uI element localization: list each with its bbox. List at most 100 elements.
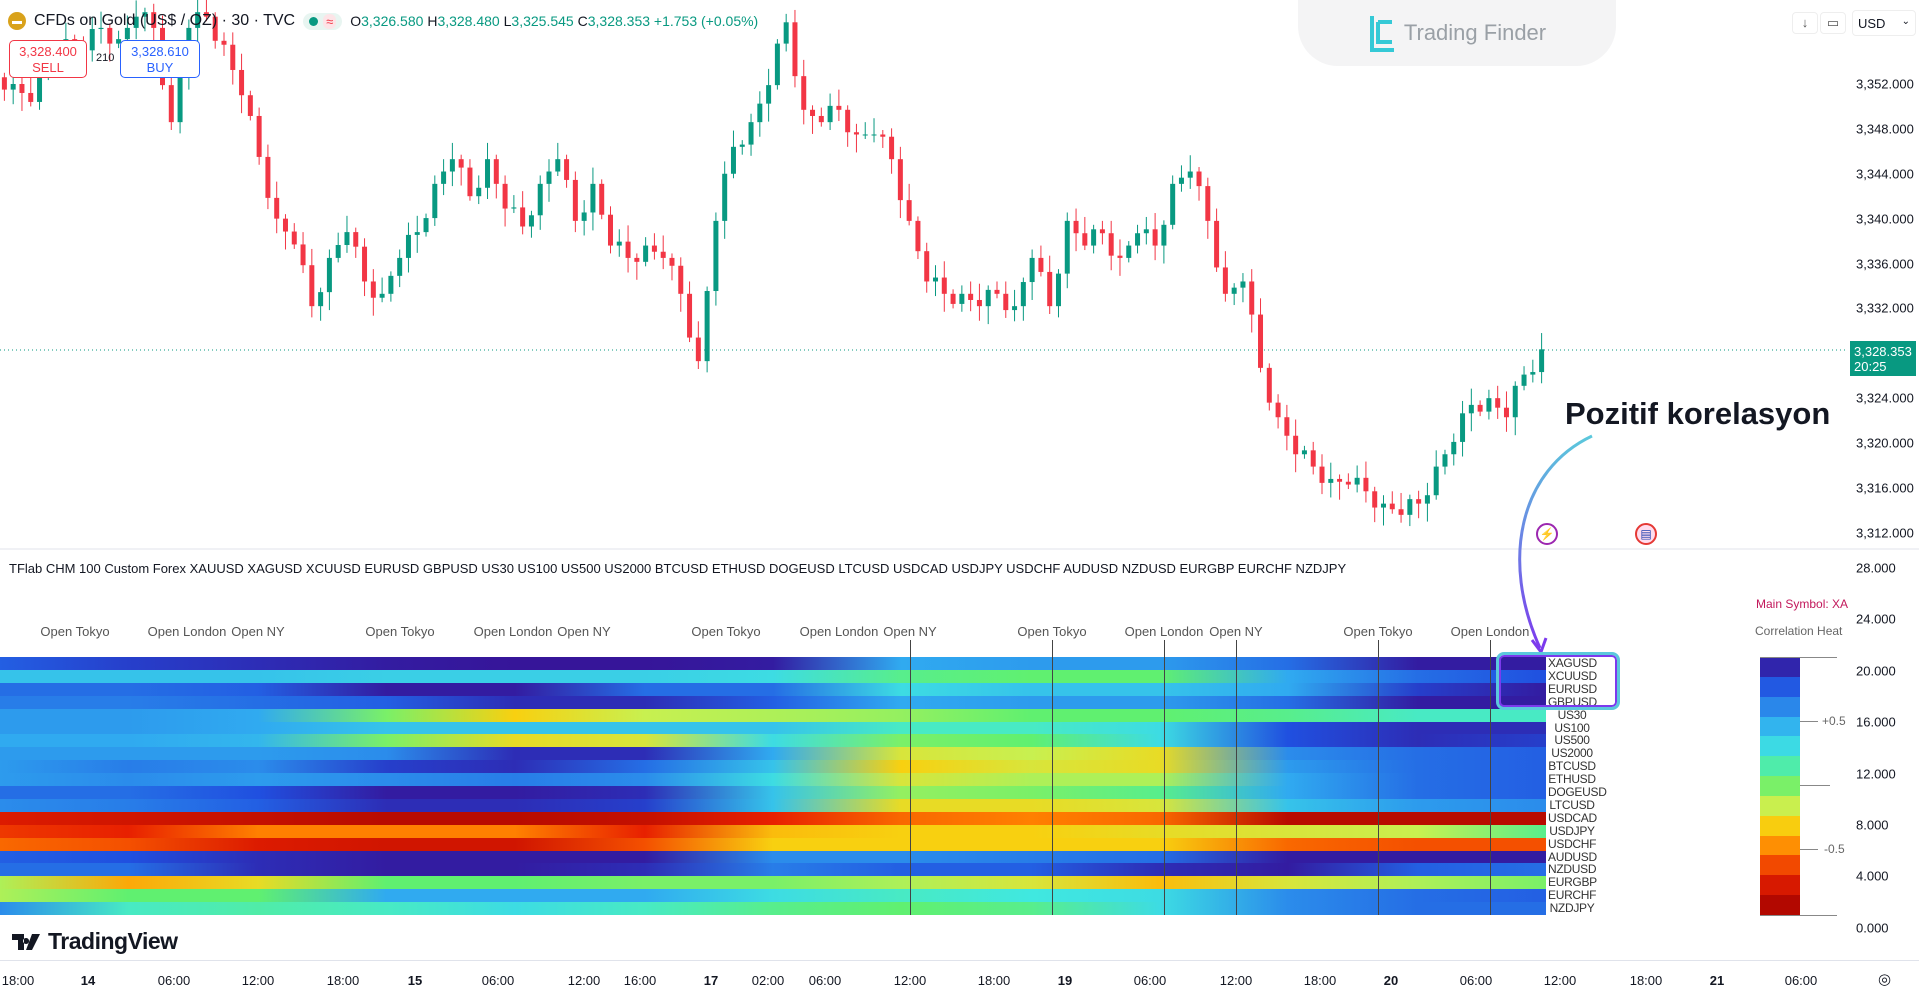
candle-body [1108,233,1114,256]
symbol-title[interactable]: CFDs on Gold (US$ / OZ) · 30 · TVC [34,12,296,29]
current-price-badge: 3,328.353 20:25 [1850,341,1916,376]
candle-body [1521,374,1527,386]
candle-body [493,159,499,184]
candle-body [195,12,201,28]
candle-body [256,115,262,157]
sell-price: 3,328.400 [19,44,77,59]
chevron-down-icon: ⌄ [1901,16,1910,27]
legend-label-neg: -0.5 [1824,842,1845,856]
watermark: Trading Finder [1298,0,1616,66]
heatmap-row [0,708,1546,722]
session-line [910,640,911,915]
candle-body [485,159,491,188]
time-label: 18:00 [326,973,360,988]
close-value: 3,328.353 [587,13,651,29]
candle-body [239,69,245,96]
price-chart[interactable] [0,0,1919,960]
heatmap-row [0,773,1546,787]
candle-body [660,251,666,258]
candle-body [1380,503,1386,508]
indicator-axis-label: 8.000 [1856,817,1889,833]
candle-body [889,136,895,160]
candle-body [1284,417,1290,436]
candle-body [572,179,578,221]
indicator-title[interactable]: TFlab CHM 100 Custom Forex XAUUSD XAGUSD… [9,561,1347,576]
heatmap-symbol-label: US30 [1557,707,1587,722]
price-label: 3,320.000 [1856,435,1914,451]
candle-body [555,159,561,172]
market-open-icon [309,16,319,26]
session-label: Open NY [557,624,611,639]
current-price: 3,328.353 [1854,344,1912,359]
legend-swatch [1760,835,1800,856]
scroll-down-icon[interactable]: ↓ [1792,12,1818,34]
heatmap-symbol-label: GBPUSD [1548,694,1597,709]
candle-body [1047,271,1053,307]
legend-swatch [1760,776,1800,796]
heatmap-row [0,902,1546,916]
heatmap-row [0,721,1546,735]
candle-body [19,84,25,93]
candle-body [1020,282,1026,307]
market-status[interactable]: ≈ [303,12,343,30]
candle-body [379,293,385,298]
candle-body [1433,466,1439,496]
time-axis[interactable]: ◎ 18:00 14 06:00 12:00 18:00 15 06:00 12:00 16:0… [0,960,1919,996]
bar-countdown: 20:25 [1854,359,1887,374]
low-label: L [503,13,512,29]
session-line [1490,640,1491,915]
candle-body [1266,367,1272,403]
currency-select[interactable]: USD ⌄ [1852,10,1916,36]
candle-body [1187,171,1193,178]
price-label: 3,336.000 [1856,256,1914,272]
time-label: 06:00 [808,973,842,988]
heatmap-symbol-label: US500 [1554,733,1590,748]
high-value: 3,328.480 [437,13,500,29]
indicator-axis-label: 24.000 [1856,611,1896,627]
annotation-arrow [1518,434,1593,649]
candle-body [1354,477,1360,485]
time-label: 12:00 [241,973,275,988]
candle-body [616,241,622,246]
annotation-text: Pozitif korelasyon [1565,396,1831,431]
candle-body [897,159,903,201]
candle-body [634,257,640,262]
watermark-text: Trading Finder [1403,20,1547,45]
lightning-icon[interactable]: ⚡ [1536,523,1558,545]
sell-button[interactable]: 3,328.400 SELL [9,40,87,78]
candle-body [423,218,429,233]
close-label: C [577,13,588,29]
heatmap-row [0,695,1546,709]
candle-body [651,245,657,252]
heatmap-row [0,669,1546,683]
legend-swatch [1760,895,1800,915]
candle-body [1372,491,1378,508]
candle-body [1389,503,1395,510]
spread-value: 210 [96,52,115,64]
time-label: 18:00 [1629,973,1663,988]
time-label: 06:00 [1459,973,1493,988]
fullscreen-icon[interactable]: ▭ [1820,12,1846,34]
candle-body [1170,183,1176,225]
candle-body [818,115,824,123]
heatmap-row [0,863,1546,877]
candle-body [1205,186,1211,221]
candle-body [1135,233,1141,246]
candle-body [1319,466,1325,483]
session-label: Open Tokyo [40,624,110,639]
candle-body [687,293,693,338]
ohlc-values: O3,326.580 H3,328.480 L3,325.545 C3,328.… [350,13,758,29]
heatmap-symbol-label: XAGUSD [1548,656,1597,670]
tradingview-logo[interactable]: TradingView [12,928,178,955]
candle-body [783,22,789,44]
us-flag-icon[interactable]: ▤ [1635,523,1657,545]
candle-body [1460,413,1466,442]
buy-button[interactable]: 3,328.610 BUY [120,40,200,78]
candle-body [959,293,965,304]
price-label: 3,340.000 [1856,211,1914,227]
open-value: 3,326.580 [361,13,424,29]
candle-body [133,16,139,28]
settings-eye-icon[interactable]: ◎ [1878,971,1892,988]
candle-body [1539,349,1545,373]
candle-body [1451,441,1457,455]
